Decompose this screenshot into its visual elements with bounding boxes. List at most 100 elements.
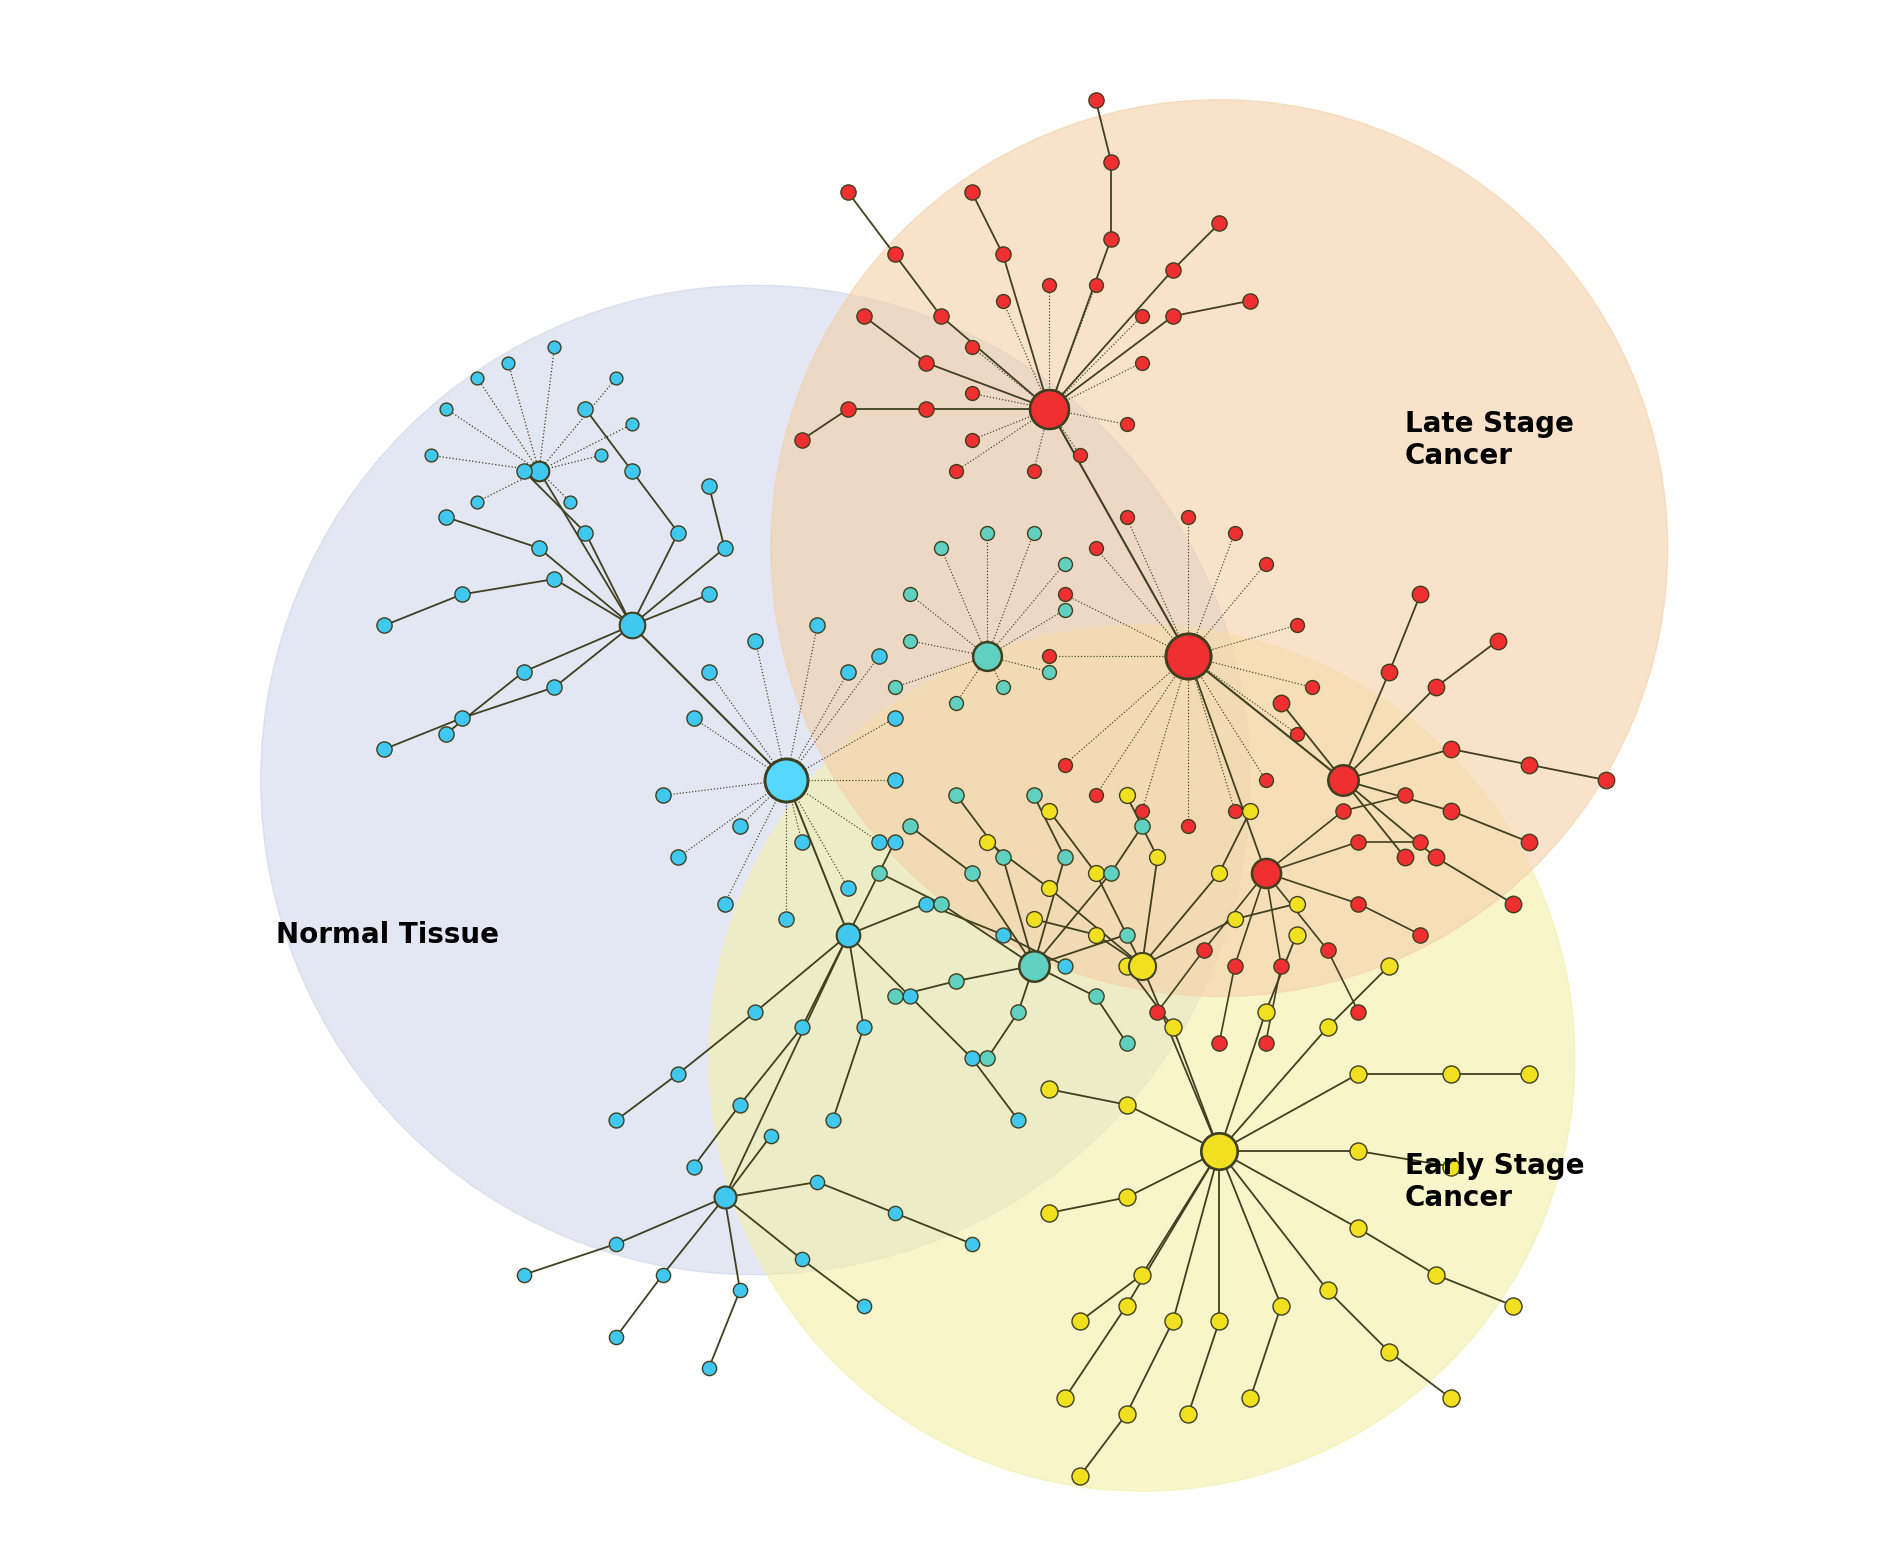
Point xyxy=(787,1016,817,1041)
Point xyxy=(926,304,956,329)
Point xyxy=(662,846,693,870)
Text: Late Stage
Cancer: Late Stage Cancer xyxy=(1404,410,1573,470)
Point xyxy=(1112,922,1142,947)
Point xyxy=(431,396,461,421)
Point xyxy=(1513,830,1543,855)
Point xyxy=(1157,304,1188,329)
Point xyxy=(600,365,630,390)
Point xyxy=(802,613,832,638)
Point xyxy=(973,644,1003,669)
Point xyxy=(787,830,817,855)
Point xyxy=(1329,799,1359,824)
Point xyxy=(1374,660,1404,685)
Point xyxy=(772,768,802,792)
Point xyxy=(1235,289,1265,314)
Point xyxy=(956,381,986,406)
Point xyxy=(1157,1309,1188,1334)
Point xyxy=(710,891,740,916)
Point xyxy=(725,814,755,839)
Point xyxy=(446,582,476,607)
Point xyxy=(1389,846,1419,870)
Point xyxy=(1252,1030,1282,1055)
Point xyxy=(1189,938,1220,963)
Point xyxy=(1204,1139,1235,1164)
Point xyxy=(1344,1000,1374,1025)
Point xyxy=(1344,891,1374,916)
Point xyxy=(647,1262,678,1287)
Point xyxy=(896,814,926,839)
Point xyxy=(988,846,1018,870)
Point xyxy=(1112,505,1142,530)
Point xyxy=(1374,953,1404,978)
Point xyxy=(1127,799,1157,824)
Point xyxy=(1204,1139,1235,1164)
Point xyxy=(1389,783,1419,808)
Point xyxy=(988,242,1018,267)
Point xyxy=(679,705,710,730)
Point xyxy=(369,613,399,638)
Point xyxy=(1035,875,1065,900)
Point xyxy=(879,705,909,730)
Point xyxy=(1436,1061,1466,1086)
Point xyxy=(725,1278,755,1303)
Point xyxy=(1142,1000,1172,1025)
Point xyxy=(1050,551,1080,576)
Point xyxy=(1112,1030,1142,1055)
Point xyxy=(540,334,570,359)
Point xyxy=(1252,1000,1282,1025)
Circle shape xyxy=(772,100,1667,997)
Point xyxy=(1080,273,1110,298)
Point xyxy=(1018,459,1048,484)
Point xyxy=(1204,860,1235,885)
Point xyxy=(834,922,864,947)
Point xyxy=(662,519,693,544)
Point xyxy=(1050,597,1080,622)
Point xyxy=(600,1231,630,1256)
Point xyxy=(1018,953,1048,978)
Point xyxy=(493,349,523,374)
Point xyxy=(1590,768,1620,792)
Point xyxy=(941,783,971,808)
Point xyxy=(1498,1293,1528,1318)
Point xyxy=(740,629,770,654)
Point xyxy=(1095,226,1125,251)
Point xyxy=(787,427,817,452)
Point xyxy=(772,906,802,931)
Point xyxy=(1204,211,1235,236)
Point xyxy=(1172,505,1203,530)
Point xyxy=(694,660,725,685)
Point xyxy=(1003,1108,1033,1133)
Point xyxy=(1252,551,1282,576)
Point xyxy=(1513,1061,1543,1086)
Point xyxy=(849,1016,879,1041)
Point xyxy=(849,1293,879,1318)
Point xyxy=(1235,1385,1265,1410)
Point xyxy=(1065,443,1095,468)
Point xyxy=(1282,613,1312,638)
Point xyxy=(926,891,956,916)
Point xyxy=(1050,582,1080,607)
Point xyxy=(1204,1309,1235,1334)
Point xyxy=(1267,690,1297,714)
Point xyxy=(1112,1092,1142,1117)
Point xyxy=(1080,535,1110,560)
Point xyxy=(1344,1139,1374,1164)
Point xyxy=(1018,783,1048,808)
Point xyxy=(757,1123,787,1148)
Point xyxy=(1035,660,1065,685)
Point xyxy=(1035,1076,1065,1101)
Point xyxy=(1080,860,1110,885)
Point xyxy=(1065,1463,1095,1488)
Point xyxy=(1112,1401,1142,1426)
Point xyxy=(1050,953,1080,978)
Point xyxy=(585,443,615,468)
Point xyxy=(926,535,956,560)
Point xyxy=(1172,814,1203,839)
Point xyxy=(1282,891,1312,916)
Point xyxy=(1513,752,1543,777)
Point xyxy=(1050,752,1080,777)
Point xyxy=(1406,830,1436,855)
Point xyxy=(1157,257,1188,282)
Point xyxy=(1483,629,1513,654)
Point xyxy=(523,535,553,560)
